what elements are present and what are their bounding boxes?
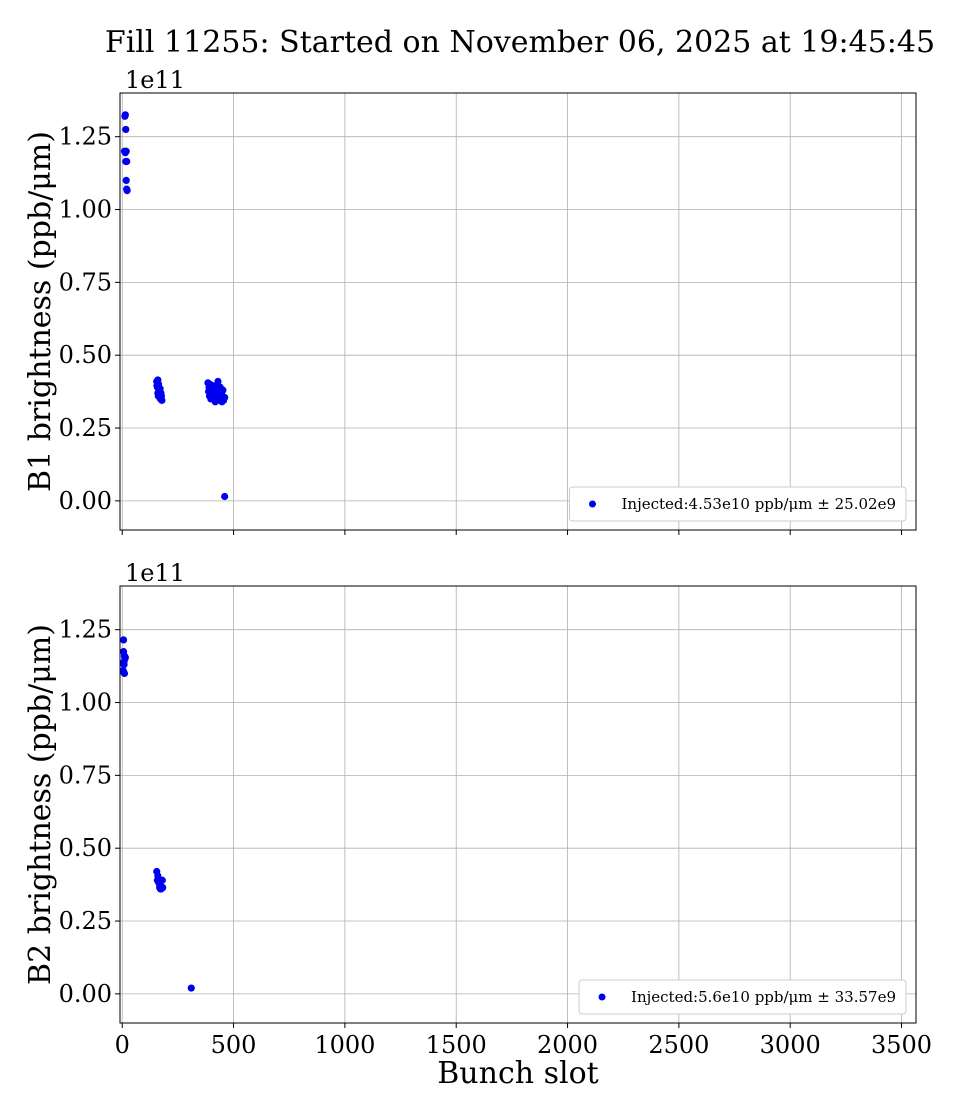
b1-y-tick-label: 0.50 xyxy=(59,341,112,369)
b1-data-point xyxy=(219,386,227,394)
b2-y-tick-label: 0.50 xyxy=(59,834,112,862)
b2-data-point xyxy=(159,883,167,892)
b2-offset-label: 1e11 xyxy=(125,559,185,587)
b2-x-tick-label: 1500 xyxy=(426,1031,487,1059)
b2-x-tick-label: 3000 xyxy=(760,1031,821,1059)
b1-brightness-plot: 0.00 0.25 0.50 0.75 1.00 1.25 1e11 B1 brightn… xyxy=(23,66,917,535)
b1-data-point xyxy=(122,176,130,184)
b2-data-point xyxy=(121,653,129,661)
b2-y-tick-label: 0.75 xyxy=(59,761,112,789)
b1-y-axis-label: B1 brightness (ppb/μm) xyxy=(23,131,58,492)
b2-legend-marker xyxy=(598,993,606,1001)
b1-ticks: 0.00 0.25 0.50 0.75 1.00 1.25 xyxy=(59,123,903,535)
b1-data-point xyxy=(123,157,131,166)
b2-x-tick-label: 3500 xyxy=(871,1031,932,1059)
b2-points xyxy=(119,636,195,992)
b2-legend-box xyxy=(578,979,907,1015)
b2-y-axis-label: B2 brightness (ppb/μm) xyxy=(23,624,58,985)
b2-x-tick-label: 1000 xyxy=(314,1031,375,1059)
b1-data-point xyxy=(158,396,166,404)
b1-points xyxy=(120,111,229,501)
b1-data-point xyxy=(221,393,229,402)
b2-x-tick-label: 0 xyxy=(115,1031,130,1059)
b2-x-tick-label: 2500 xyxy=(648,1031,709,1059)
b1-plot-frame xyxy=(119,92,917,531)
b1-y-tick-label: 1.00 xyxy=(59,196,112,224)
b2-ticks: 0 500 1000 1500 2000 2500 3000 3500 0.00 0.25 0.50… xyxy=(59,616,933,1059)
x-axis-label: Bunch slot xyxy=(437,1056,598,1091)
b2-x-tick-label: 2000 xyxy=(537,1031,598,1059)
b1-y-tick-label: 0.25 xyxy=(59,414,112,442)
b1-data-point xyxy=(207,395,215,403)
b2-x-tick-label: 500 xyxy=(211,1031,257,1059)
b2-data-point xyxy=(154,878,162,886)
b1-data-point xyxy=(123,186,131,195)
b1-y-tick-label: 0.00 xyxy=(59,487,112,515)
b2-data-point xyxy=(120,661,128,669)
b1-data-point xyxy=(121,111,129,119)
b2-y-tick-label: 0.25 xyxy=(59,907,112,935)
b2-brightness-plot: 0 500 1000 1500 2000 2500 3000 3500 0.00 0.25 0.50… xyxy=(23,559,932,1091)
b1-data-point xyxy=(212,383,220,391)
b1-data-point xyxy=(122,147,130,155)
b1-data-point xyxy=(153,382,161,390)
b2-data-point xyxy=(187,984,195,992)
b2-data-point xyxy=(119,636,128,644)
chart-title: Fill 11255: Started on November 06, 2025… xyxy=(105,25,935,60)
b1-y-tick-label: 0.75 xyxy=(59,268,112,296)
b2-plot-frame xyxy=(119,585,917,1024)
b1-data-point xyxy=(221,492,229,501)
b1-y-tick-label: 1.25 xyxy=(59,123,112,151)
b2-y-tick-label: 1.25 xyxy=(59,616,112,644)
b1-legend-marker xyxy=(588,500,596,508)
b1-legend-text: Injected:4.53e10 ppb/μm ± 25.02e9 xyxy=(621,495,896,513)
b1-legend-box xyxy=(568,486,907,522)
b2-y-tick-label: 1.00 xyxy=(59,689,112,717)
b2-legend-text: Injected:5.6e10 ppb/μm ± 33.57e9 xyxy=(631,988,896,1006)
b2-data-point xyxy=(119,668,128,676)
b2-y-tick-label: 0.00 xyxy=(59,980,112,1008)
b1-legend: Injected:4.53e10 ppb/μm ± 25.02e9 xyxy=(568,486,907,522)
b1-grid xyxy=(120,93,916,530)
b2-grid xyxy=(120,586,916,1023)
b1-offset-label: 1e11 xyxy=(125,66,185,94)
b2-legend: Injected:5.6e10 ppb/μm ± 33.57e9 xyxy=(578,979,907,1015)
b1-data-point xyxy=(122,125,130,134)
